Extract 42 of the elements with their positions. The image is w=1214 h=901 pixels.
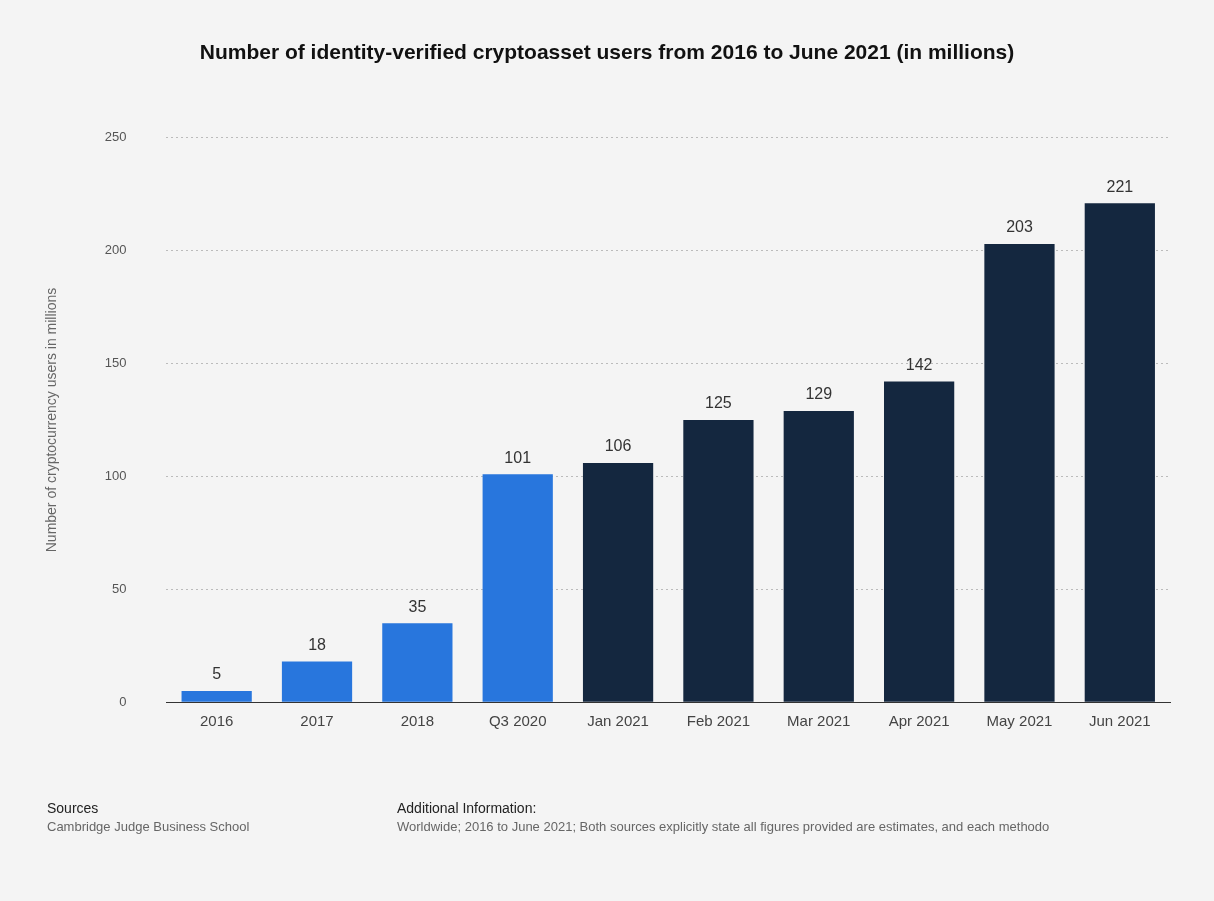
text: Cambridge Judge Business School <box>47 819 251 834</box>
y-tick-label: 200 <box>104 242 127 258</box>
data-label: 125 <box>705 394 732 412</box>
chart-title: Number of identity-verified cryptoasset users from 2016 to June 2021 (in millions) <box>198 40 1016 64</box>
x-tick-label: 2017 <box>300 712 334 730</box>
x-tick-label: Q3 2020 <box>488 712 547 730</box>
y-tick-label: 150 <box>104 355 127 371</box>
bar <box>1084 203 1155 702</box>
bar <box>181 690 252 702</box>
data-label: 35 <box>408 597 427 615</box>
data-label: 221 <box>1106 177 1134 195</box>
y-tick-label: 50 <box>112 580 127 596</box>
bar <box>984 243 1055 702</box>
bar <box>382 623 453 702</box>
x-tick-label: Mar 2021 <box>787 712 851 730</box>
data-label: 18 <box>308 635 327 653</box>
x-tick-label: 2018 <box>400 712 435 730</box>
y-tick-label: 100 <box>104 468 127 484</box>
data-label: 101 <box>504 448 532 466</box>
x-tick-label: Feb 2021 <box>686 712 751 730</box>
bar <box>482 474 553 702</box>
x-tick-label: 2016 <box>199 712 234 730</box>
data-label: 129 <box>805 385 833 403</box>
x-tick-label: Apr 2021 <box>888 712 950 730</box>
y-tick-label: 0 <box>119 693 127 709</box>
bar <box>281 661 353 702</box>
text: Additional Information: <box>397 800 538 816</box>
bar <box>683 420 754 702</box>
x-tick-label: Jan 2021 <box>587 712 649 730</box>
y-axis-title: Number of cryptocurrency users in millions <box>43 287 60 553</box>
bar <box>582 462 654 702</box>
data-label: 5 <box>212 665 222 683</box>
x-tick-label: Jun 2021 <box>1088 712 1151 730</box>
data-label: 142 <box>905 356 933 374</box>
data-label: 203 <box>1006 218 1033 236</box>
bar <box>783 410 854 702</box>
text: Sources <box>47 800 100 816</box>
bar <box>884 381 955 702</box>
text: Worldwide; 2016 to June 2021; Both sources explicitly state all figures provided are estimates, and each methodo <box>397 819 1051 834</box>
y-tick-label: 250 <box>104 129 127 145</box>
x-tick-label: May 2021 <box>986 712 1053 730</box>
data-label: 106 <box>604 437 632 455</box>
